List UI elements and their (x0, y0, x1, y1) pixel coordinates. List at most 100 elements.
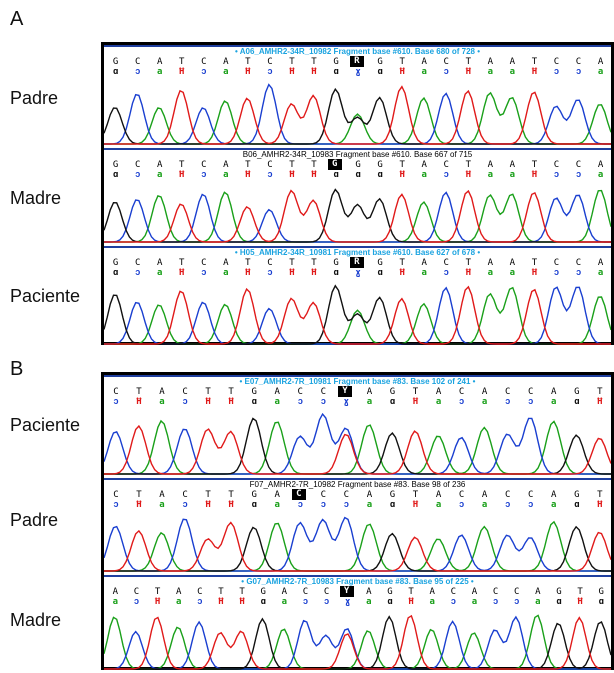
base-call: C (443, 258, 449, 268)
base-glyph: ↄ (504, 397, 511, 407)
base-call: G (333, 57, 339, 67)
base-call: T (289, 57, 295, 67)
base-glyph: Ħ (597, 500, 603, 510)
base-call: A (366, 490, 373, 500)
base-call: T (412, 490, 419, 500)
base-call: T (239, 587, 245, 597)
base-call: C (492, 587, 499, 597)
base-call: G (355, 160, 361, 170)
base-call: T (179, 258, 185, 268)
base-call: C (113, 490, 119, 500)
base-glyph: Ħ (399, 268, 405, 278)
base-call: C (323, 587, 330, 597)
base-glyph: ɑ (112, 170, 119, 180)
base-call: T (289, 160, 295, 170)
base-glyph: ↄ (443, 268, 449, 278)
base-call: T (531, 160, 538, 170)
base-glyph: ↄ (575, 170, 582, 180)
base-call: T (399, 160, 405, 170)
base-call: A (481, 387, 488, 397)
base-call: A (429, 587, 435, 597)
base-glyph: a (597, 67, 604, 77)
base-glyph: ↄ (297, 397, 303, 407)
base-glyph: ↄ (134, 67, 141, 77)
base-call: C (182, 387, 188, 397)
base-glyph: Ħ (205, 500, 211, 510)
trace-g (104, 284, 611, 345)
electropherogram (104, 412, 611, 475)
base-glyph: a (535, 597, 541, 607)
base-call: C (267, 258, 273, 268)
panel-letter: A (10, 8, 24, 30)
base-call: C (182, 490, 188, 500)
base-glyph: ↄ (113, 397, 119, 407)
base-call: G (387, 587, 393, 597)
base-call: C (553, 258, 560, 268)
variant-highlight: Y (339, 586, 354, 597)
base-call: T (289, 258, 295, 268)
sample-header: B06_AMHR2-34R_10983 Fragment base #610. … (242, 150, 473, 159)
trace-t (104, 614, 611, 670)
base-glyph: ɑ (574, 500, 580, 510)
sample-label: Paciente (10, 415, 81, 435)
base-call: C (320, 387, 327, 397)
base-glyph: ↄ (553, 67, 560, 77)
base-call: T (399, 258, 405, 268)
sample-label: Madre (10, 610, 62, 630)
base-call: C (113, 387, 119, 397)
base-call-row: CTACTTGACCCAGTACACCAGT (104, 490, 611, 500)
base-call: T (245, 258, 251, 268)
trace-c (104, 191, 611, 243)
base-glyph: Ħ (412, 500, 419, 510)
base-glyph: ↄ (267, 170, 273, 180)
base-glyph: ɣ (355, 67, 361, 77)
base-call: A (597, 57, 604, 67)
base-glyph: ɑ (556, 597, 562, 607)
variant-highlight: C (291, 489, 306, 500)
base-glyph: Ħ (311, 170, 317, 180)
base-glyph: ɑ (333, 170, 339, 180)
base-glyph: ɑ (377, 67, 383, 77)
base-call: C (513, 587, 520, 597)
base-call: C (553, 160, 560, 170)
base-glyph: Ħ (531, 268, 538, 278)
base-glyph: a (487, 170, 494, 180)
base-glyph: Ħ (577, 597, 583, 607)
trace-g (104, 525, 611, 572)
sample-header: • G07_AMHR2-7R_10983 Fragment base #83. … (241, 577, 474, 586)
base-glyph: ↄ (134, 268, 141, 278)
base-call: G (112, 160, 119, 170)
base-glyph: a (509, 67, 516, 77)
track-divider (104, 575, 611, 577)
base-glyph: ↄ (443, 67, 449, 77)
base-glyph: a (435, 500, 442, 510)
base-glyph: a (471, 597, 478, 607)
trace-a (104, 91, 611, 145)
base-call: A (435, 490, 442, 500)
variant-highlight: R (349, 257, 364, 268)
base-call: G (251, 387, 257, 397)
base-glyph: a (421, 268, 427, 278)
base-call: G (389, 387, 396, 397)
base-glyph: Ħ (399, 67, 405, 77)
base-call: C (267, 160, 273, 170)
base-glyph: ↄ (113, 500, 119, 510)
base-call: G (377, 160, 383, 170)
base-glyph: ɑ (112, 268, 119, 278)
base-glyph: ↄ (443, 170, 449, 180)
base-glyph: Ħ (245, 268, 251, 278)
base-glyph: Ħ (597, 397, 603, 407)
variant-highlight: Y (337, 386, 352, 397)
chromatogram-track: • G07_AMHR2-7R_10983 Fragment base #83. … (104, 575, 611, 673)
trace-t (104, 424, 611, 475)
base-glyph: a (159, 500, 165, 510)
base-call: A (175, 587, 182, 597)
base-call: C (134, 57, 141, 67)
base-call: A (509, 57, 516, 67)
base-call: C (575, 160, 582, 170)
base-glyph: Ħ (245, 170, 251, 180)
trace-t (104, 285, 611, 345)
base-glyph: a (223, 67, 229, 77)
base-glyph: a (551, 397, 557, 407)
